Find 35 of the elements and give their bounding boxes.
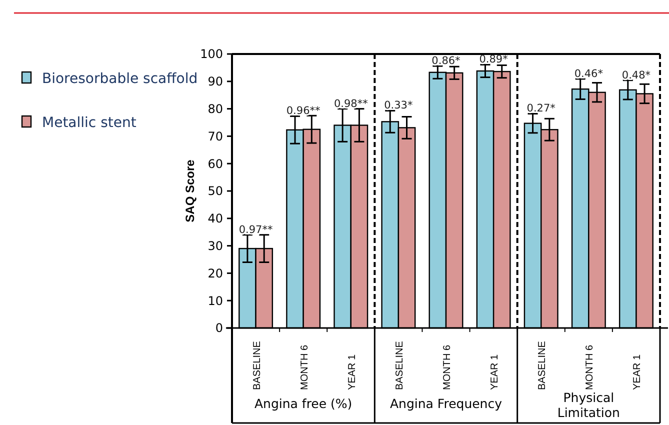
y-tick-label: 10: [208, 294, 223, 308]
x-tick-label: BASELINE: [252, 340, 263, 390]
y-tick-label: 0: [215, 321, 223, 336]
annotation: 0.96**: [286, 105, 320, 118]
x-tick-label: BASELINE: [537, 340, 548, 390]
annotation: 0.97**: [238, 224, 273, 236]
annotation: 0.33*: [384, 100, 413, 112]
y-tick-label: 20: [208, 266, 223, 280]
x-tick-label: MONTH 6: [299, 344, 310, 390]
y-tick-label: 90: [208, 74, 223, 89]
annotation: 0.48*: [622, 69, 651, 82]
y-axis-title: SAQ Score: [183, 159, 197, 222]
x-tick-label: YEAR 1: [632, 354, 644, 390]
y-tick-label: 80: [208, 102, 223, 116]
y-tick-label: 40: [208, 212, 223, 226]
annotation: 0.86*: [432, 55, 460, 68]
x-tick-label: YEAR 1: [490, 354, 501, 390]
y-tick-label: 30: [208, 239, 223, 253]
text: Physical Limitation: [557, 390, 620, 420]
x-tick-label: BASELINE: [394, 340, 406, 390]
y-tick-label: 60: [208, 156, 223, 171]
annotation: 0.98**: [334, 98, 368, 110]
x-tick-label: MONTH 6: [584, 344, 596, 390]
legend-label: Metallic stent: [42, 114, 137, 131]
y-tick-label: 70: [208, 129, 223, 144]
x-tick-label: YEAR 1: [346, 354, 358, 390]
text: Angina free (%): [254, 396, 352, 411]
annotation: 0.89*: [479, 54, 508, 66]
text: Angina Frequency: [390, 396, 503, 411]
y-tick-label: 50: [208, 184, 223, 198]
legend-label: Bioresorbable scaffold: [42, 70, 198, 87]
annotation: 0.46*: [574, 68, 603, 80]
annotation: 0.27*: [526, 102, 556, 115]
y-tick-label: 100: [200, 47, 223, 62]
x-tick-label: MONTH 6: [442, 344, 453, 390]
